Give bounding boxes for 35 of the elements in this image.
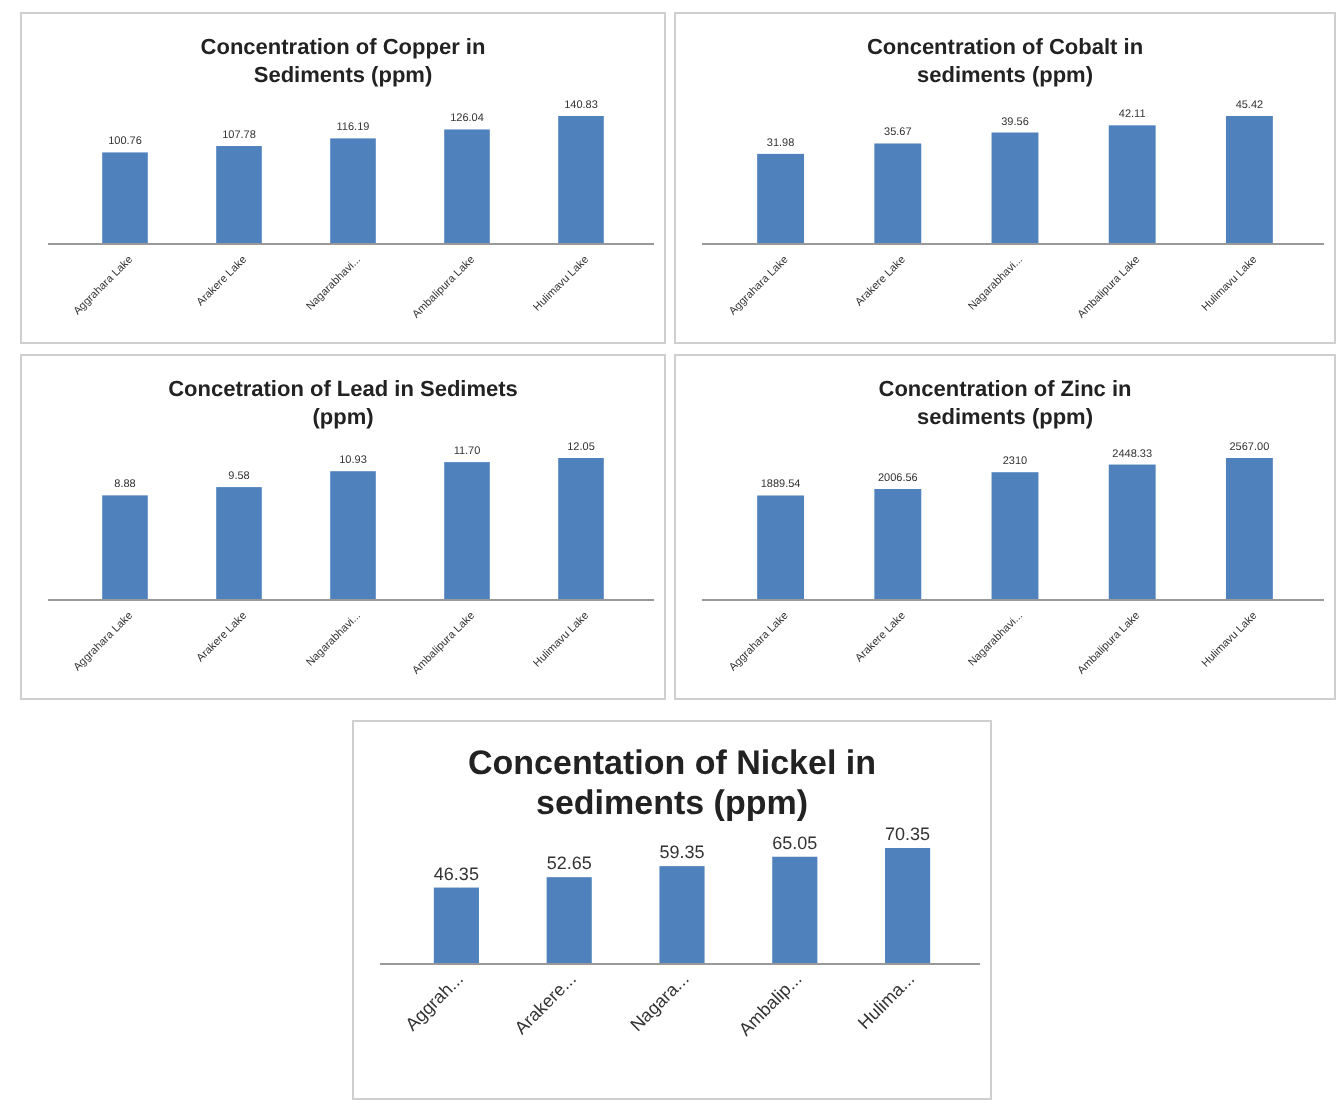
bar — [991, 132, 1039, 244]
bar — [216, 146, 262, 244]
bar — [330, 471, 376, 600]
bar — [444, 129, 490, 244]
bar — [757, 153, 805, 244]
bar — [874, 489, 922, 600]
bar — [991, 472, 1039, 600]
bar — [1225, 458, 1273, 600]
bar — [433, 887, 479, 964]
bar — [1108, 464, 1156, 600]
bar — [102, 495, 148, 600]
bar — [874, 143, 922, 244]
chart-title: Concentration of Zinc in sediments (ppm) — [878, 378, 1133, 430]
bar — [558, 458, 604, 600]
chart-title: Concentration of Cobalt in sediments (ppm) — [866, 36, 1144, 88]
data-label: 65.05 — [772, 832, 818, 853]
chart-title: Concetration of Lead in Sedimets (ppm) — [168, 378, 518, 430]
bar — [885, 848, 931, 964]
chart-title: Concentration of Copper in Sediments (ppm) — [200, 36, 486, 88]
bar — [558, 116, 604, 244]
data-label: 59.35 — [659, 842, 705, 863]
bar — [1108, 125, 1156, 244]
bar — [772, 856, 818, 964]
bar — [546, 877, 592, 964]
bar — [102, 152, 148, 244]
bar — [757, 495, 805, 600]
bar — [444, 462, 490, 600]
bar — [1225, 116, 1273, 244]
bar — [330, 138, 376, 244]
data-label: 46.35 — [433, 863, 479, 884]
data-label: 52.65 — [546, 853, 592, 874]
bar — [216, 487, 262, 600]
data-label: 70.35 — [885, 824, 931, 844]
bar — [659, 866, 705, 964]
chart-title: Concentation of Nickel in sediments (ppm) — [467, 744, 877, 822]
